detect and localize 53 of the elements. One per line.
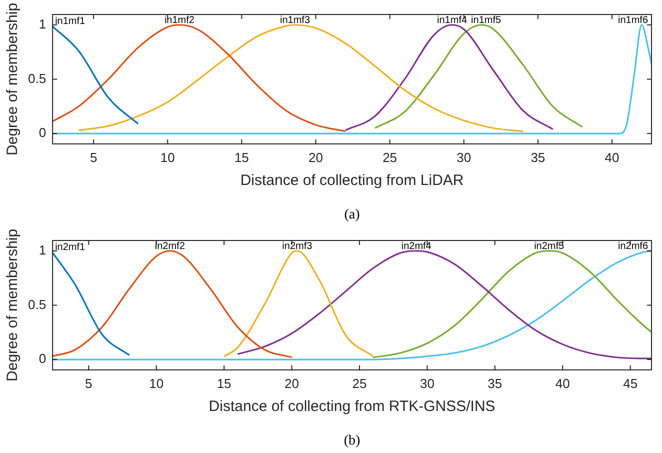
x-tick-label: 10 <box>149 376 164 391</box>
y-axis-title: Degree of membership <box>4 228 22 382</box>
y-tick-label: 1 <box>38 16 46 32</box>
line-series <box>78 24 524 132</box>
x-tick-label: 30 <box>456 150 472 165</box>
x-tick-label: 35 <box>488 376 502 391</box>
x-tick-label: 20 <box>284 376 300 391</box>
line-series <box>52 250 293 358</box>
x-tick-label: 15 <box>216 376 232 391</box>
series-label: in2mf1 <box>55 242 86 253</box>
x-tick-label: 5 <box>85 376 92 391</box>
series-label: in1mf1 <box>55 16 86 27</box>
y-tick-label: 1 <box>38 242 46 258</box>
x-tick-label: 5 <box>90 150 98 165</box>
series-label: in1mf3 <box>280 14 310 26</box>
x-tick-label: 25 <box>382 150 398 165</box>
x-tick-label: 20 <box>308 150 323 165</box>
line-series <box>52 24 652 134</box>
line-series <box>223 250 374 358</box>
y-tick-label: 0 <box>38 125 46 140</box>
x-axis-title: Distance of collecting from RTK-GNSS/INS <box>208 398 496 416</box>
series-label: in1mf2 <box>164 14 195 26</box>
line-series <box>52 251 130 356</box>
x-tick-label: 15 <box>234 150 249 165</box>
y-tick-label: 0 <box>38 351 46 366</box>
series-label: in1mf6 <box>618 14 648 26</box>
x-tick-label: 30 <box>420 376 434 391</box>
line-series <box>52 250 652 360</box>
line-series <box>52 25 139 125</box>
y-axis-title: Degree of membership <box>4 2 22 156</box>
x-axis-title: Distance of collecting from LiDAR <box>240 172 464 190</box>
x-tick-label: 45 <box>623 376 638 391</box>
x-tick-label: 40 <box>555 376 570 391</box>
line-series <box>344 24 554 132</box>
series-label: in2mf5 <box>534 240 565 252</box>
series-label: in1mf5 <box>471 14 502 26</box>
series-label: in2mf6 <box>618 240 648 252</box>
line-series <box>236 250 652 360</box>
y-tick-label: 0.5 <box>28 296 46 312</box>
line-series <box>52 24 346 132</box>
text: (a) <box>344 208 360 223</box>
series-label: in1mf4 <box>437 14 468 26</box>
x-tick-label: 40 <box>604 150 620 165</box>
series-label: in2mf3 <box>282 240 313 252</box>
x-tick-label: 25 <box>352 376 367 391</box>
text: (b) <box>344 434 361 449</box>
series-label: in2mf4 <box>401 240 432 252</box>
line-series <box>374 24 584 129</box>
x-tick-label: 10 <box>160 150 175 165</box>
x-tick-label: 35 <box>530 150 546 165</box>
series-label: in2mf2 <box>154 240 186 252</box>
y-tick-label: 0.5 <box>28 70 46 86</box>
line-series <box>372 250 652 358</box>
